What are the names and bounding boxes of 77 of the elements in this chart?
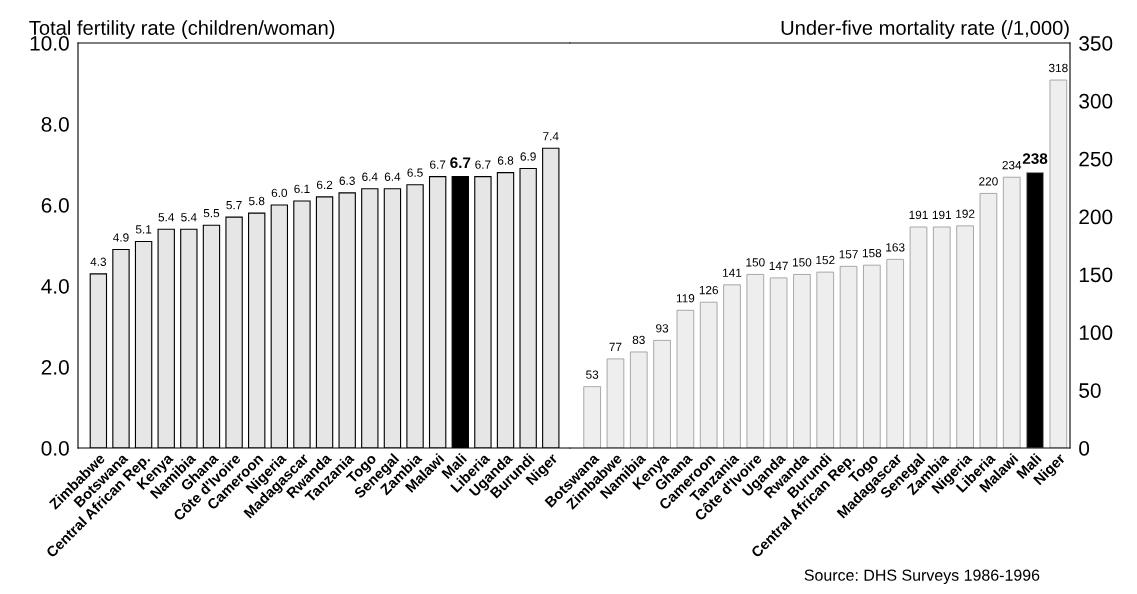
y-tick-label: 0.0 bbox=[41, 441, 69, 456]
data-label: 126 bbox=[699, 285, 719, 295]
data-label: 6.4 bbox=[362, 172, 378, 181]
data-label: 238 bbox=[1022, 153, 1048, 165]
bar bbox=[839, 265, 858, 448]
bar bbox=[956, 225, 974, 448]
data-label: 4.3 bbox=[90, 257, 107, 266]
bar bbox=[653, 339, 671, 448]
data-label: 152 bbox=[816, 255, 835, 265]
y-tick-label: 150 bbox=[1079, 267, 1113, 283]
bar bbox=[676, 309, 695, 448]
data-label: 53 bbox=[586, 370, 599, 379]
data-label: 6.5 bbox=[407, 168, 423, 177]
data-label: 5.5 bbox=[203, 209, 220, 218]
data-label: 150 bbox=[746, 258, 765, 267]
bar bbox=[1049, 79, 1068, 448]
data-label: 77 bbox=[609, 342, 622, 351]
data-label: 147 bbox=[769, 261, 788, 270]
bar bbox=[909, 226, 928, 448]
data-label: 6.7 bbox=[450, 157, 471, 169]
bar bbox=[863, 264, 881, 448]
source-note: Source: DHS Surveys 1986-1996 bbox=[804, 569, 1040, 584]
data-label: 5.4 bbox=[158, 213, 175, 222]
data-label: 150 bbox=[792, 258, 812, 267]
y-tick-label: 6.0 bbox=[41, 198, 69, 213]
data-label: 163 bbox=[886, 243, 905, 252]
bar bbox=[699, 301, 718, 448]
data-label: 5.8 bbox=[248, 196, 265, 206]
data-label: 5.1 bbox=[135, 225, 152, 234]
data-label: 318 bbox=[1048, 63, 1068, 73]
data-label: 158 bbox=[862, 248, 882, 258]
bar bbox=[629, 351, 648, 448]
data-label: 6.0 bbox=[271, 188, 288, 198]
data-label: 119 bbox=[676, 294, 695, 303]
bar bbox=[1002, 176, 1021, 448]
y-tick-label: 300 bbox=[1079, 93, 1113, 109]
data-label: 6.1 bbox=[294, 184, 310, 194]
y-tick-label: 350 bbox=[1079, 36, 1113, 51]
data-label: 157 bbox=[839, 250, 858, 259]
data-label: 4.9 bbox=[113, 233, 129, 242]
bar bbox=[769, 277, 788, 448]
data-label: 6.3 bbox=[339, 176, 355, 185]
data-label: 6.4 bbox=[384, 172, 401, 181]
bar bbox=[886, 258, 904, 448]
data-label: 220 bbox=[979, 177, 998, 186]
data-label: 7.4 bbox=[543, 132, 559, 141]
data-label: 5.7 bbox=[226, 201, 242, 210]
data-label: 6.2 bbox=[316, 180, 333, 190]
data-label: 5.4 bbox=[181, 213, 197, 222]
data-label: 6.7 bbox=[430, 160, 446, 169]
y-tick-label: 200 bbox=[1079, 209, 1113, 225]
y-axis-title: Under-five mortality rate (/1,000) bbox=[781, 20, 1069, 39]
bar bbox=[793, 274, 811, 448]
bar bbox=[816, 271, 835, 448]
bar bbox=[746, 274, 765, 448]
data-label: 6.9 bbox=[520, 152, 536, 161]
data-label: 6.8 bbox=[497, 156, 514, 165]
data-label: 191 bbox=[909, 210, 928, 220]
bar bbox=[932, 226, 951, 448]
y-tick-label: 0 bbox=[1079, 441, 1090, 456]
bar bbox=[583, 386, 601, 448]
data-label: 234 bbox=[1002, 160, 1022, 170]
data-label: 6.7 bbox=[475, 160, 491, 169]
bar bbox=[979, 193, 998, 448]
y-tick-label: 8.0 bbox=[41, 117, 69, 132]
data-label: 141 bbox=[723, 268, 742, 277]
y-tick-label: 4.0 bbox=[41, 279, 69, 294]
data-label: 192 bbox=[956, 209, 975, 218]
bar bbox=[606, 358, 625, 448]
y-tick-label: 100 bbox=[1079, 325, 1113, 341]
data-label: 83 bbox=[632, 335, 645, 345]
bar bbox=[723, 284, 741, 448]
y-tick-label: 2.0 bbox=[41, 360, 69, 375]
data-label: 191 bbox=[932, 210, 952, 220]
data-label: 93 bbox=[656, 324, 669, 333]
y-tick-label: 250 bbox=[1079, 151, 1113, 167]
y-tick-label: 50 bbox=[1079, 383, 1101, 398]
